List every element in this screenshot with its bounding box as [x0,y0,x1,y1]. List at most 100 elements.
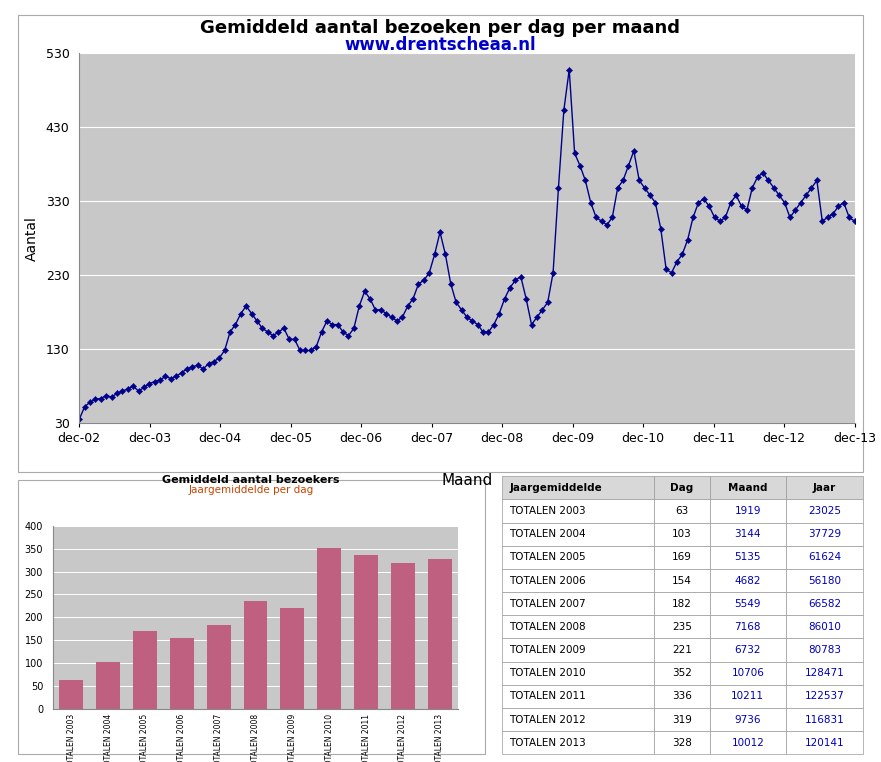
Bar [654,708,710,732]
Bar [59,680,83,709]
Bar [317,548,341,709]
Bar [710,685,786,708]
Text: 103: 103 [672,529,692,539]
Text: 86010: 86010 [808,622,841,632]
Text: 122537: 122537 [804,691,844,702]
Text: Jaar: Jaar [813,483,836,493]
Text: 66582: 66582 [808,599,841,609]
Bar [654,592,710,616]
Bar [354,555,378,709]
Text: 352: 352 [672,668,692,678]
Bar [786,616,863,639]
Text: Jaargemiddelde per dag: Jaargemiddelde per dag [189,485,314,495]
X-axis label: Maand: Maand [441,472,492,488]
Bar [502,523,654,546]
Text: Jaargemiddelde: Jaargemiddelde [509,483,602,493]
Text: 182: 182 [672,599,692,609]
Bar [654,732,710,754]
Bar [133,632,157,709]
Bar [786,661,863,685]
Text: TOTALEN 2009: TOTALEN 2009 [509,645,586,655]
Bar [654,616,710,639]
Text: 3144: 3144 [735,529,761,539]
Text: TOTALEN 2003: TOTALEN 2003 [509,506,586,516]
Text: 169: 169 [672,552,692,562]
Bar [502,616,654,639]
Text: TOTALEN 2006: TOTALEN 2006 [509,575,586,585]
Bar [786,639,863,661]
Text: 9736: 9736 [735,715,761,725]
Text: TOTALEN 2012: TOTALEN 2012 [509,715,586,725]
Text: 10706: 10706 [731,668,764,678]
Text: TOTALEN 2011: TOTALEN 2011 [509,691,586,702]
Bar [710,523,786,546]
Text: 63: 63 [675,506,688,516]
Text: Dag: Dag [670,483,693,493]
Bar [170,639,194,709]
Text: 235: 235 [672,622,692,632]
Bar [280,607,304,709]
Bar [710,546,786,569]
Text: TOTALEN 2008: TOTALEN 2008 [509,622,586,632]
Bar [710,499,786,523]
Text: 37729: 37729 [808,529,841,539]
Bar [710,639,786,661]
Bar [654,685,710,708]
Text: 128471: 128471 [804,668,844,678]
Bar [428,559,452,709]
Bar [786,732,863,754]
Text: 120141: 120141 [804,738,844,748]
Bar [502,569,654,592]
Bar [786,569,863,592]
Bar [786,592,863,616]
Text: www.drentscheaa.nl: www.drentscheaa.nl [344,36,537,54]
Text: TOTALEN 2013: TOTALEN 2013 [509,738,586,748]
Bar [654,523,710,546]
Bar [502,732,654,754]
Text: 7168: 7168 [735,622,761,632]
Text: Gemiddeld aantal bezoeken per dag per maand: Gemiddeld aantal bezoeken per dag per ma… [201,19,680,37]
Bar [243,601,268,709]
Text: 221: 221 [672,645,692,655]
Text: 336: 336 [672,691,692,702]
Bar [710,476,786,499]
Text: 4682: 4682 [735,575,761,585]
Text: 1919: 1919 [735,506,761,516]
Text: 5549: 5549 [735,599,761,609]
Bar [391,563,415,709]
Text: Maand: Maand [728,483,767,493]
Text: 23025: 23025 [808,506,841,516]
Text: TOTALEN 2005: TOTALEN 2005 [509,552,586,562]
Bar [96,661,120,709]
Bar [654,546,710,569]
Bar [654,569,710,592]
Bar [710,732,786,754]
Bar [786,685,863,708]
Text: TOTALEN 2010: TOTALEN 2010 [509,668,586,678]
Bar [502,661,654,685]
Bar [786,708,863,732]
Bar [502,708,654,732]
Text: 6732: 6732 [735,645,761,655]
Text: 319: 319 [672,715,692,725]
Bar [710,569,786,592]
Bar [786,523,863,546]
Text: TOTALEN 2007: TOTALEN 2007 [509,599,586,609]
Text: Gemiddeld aantal bezoekers: Gemiddeld aantal bezoekers [162,475,340,485]
Bar [502,546,654,569]
Text: 56180: 56180 [808,575,841,585]
Bar [654,661,710,685]
Bar [654,476,710,499]
Bar [786,476,863,499]
Y-axis label: Aantal: Aantal [25,216,39,261]
Text: 80783: 80783 [808,645,841,655]
Bar [786,499,863,523]
Bar [502,476,654,499]
Bar [786,546,863,569]
Bar [710,661,786,685]
Bar [502,639,654,661]
Bar [502,592,654,616]
Bar [710,592,786,616]
Text: 10012: 10012 [731,738,764,748]
Bar [654,639,710,661]
